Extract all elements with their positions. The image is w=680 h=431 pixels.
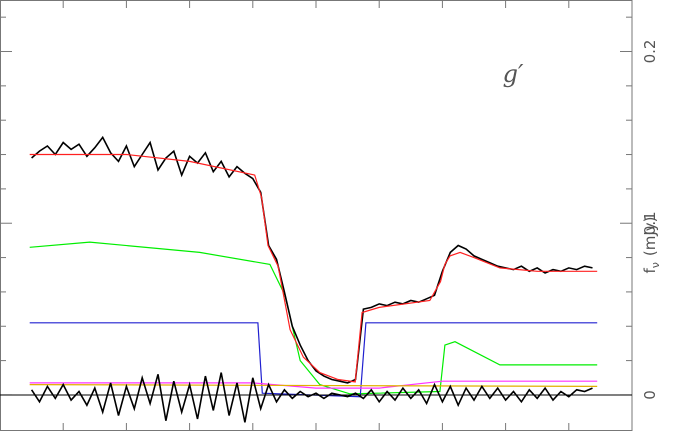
series-line bbox=[30, 372, 593, 423]
series-line bbox=[31, 135, 593, 384]
series-line bbox=[29, 380, 598, 389]
y-label-sub: ν bbox=[649, 262, 662, 268]
y-label-unit: (mJy) bbox=[641, 216, 659, 256]
frame bbox=[0, 0, 633, 431]
annotation: g′ bbox=[503, 60, 524, 88]
y-tick-label: 0 bbox=[641, 390, 659, 400]
y-tick-label: 0.2 bbox=[641, 40, 659, 64]
series-line bbox=[29, 384, 598, 387]
series-line bbox=[29, 241, 598, 395]
series-line bbox=[29, 153, 598, 383]
plot-area bbox=[29, 135, 598, 423]
y-tick-label: 0.1 bbox=[641, 211, 659, 235]
y-label-main: f bbox=[641, 268, 659, 274]
y-axis-label: fν (mJy) bbox=[641, 216, 662, 273]
